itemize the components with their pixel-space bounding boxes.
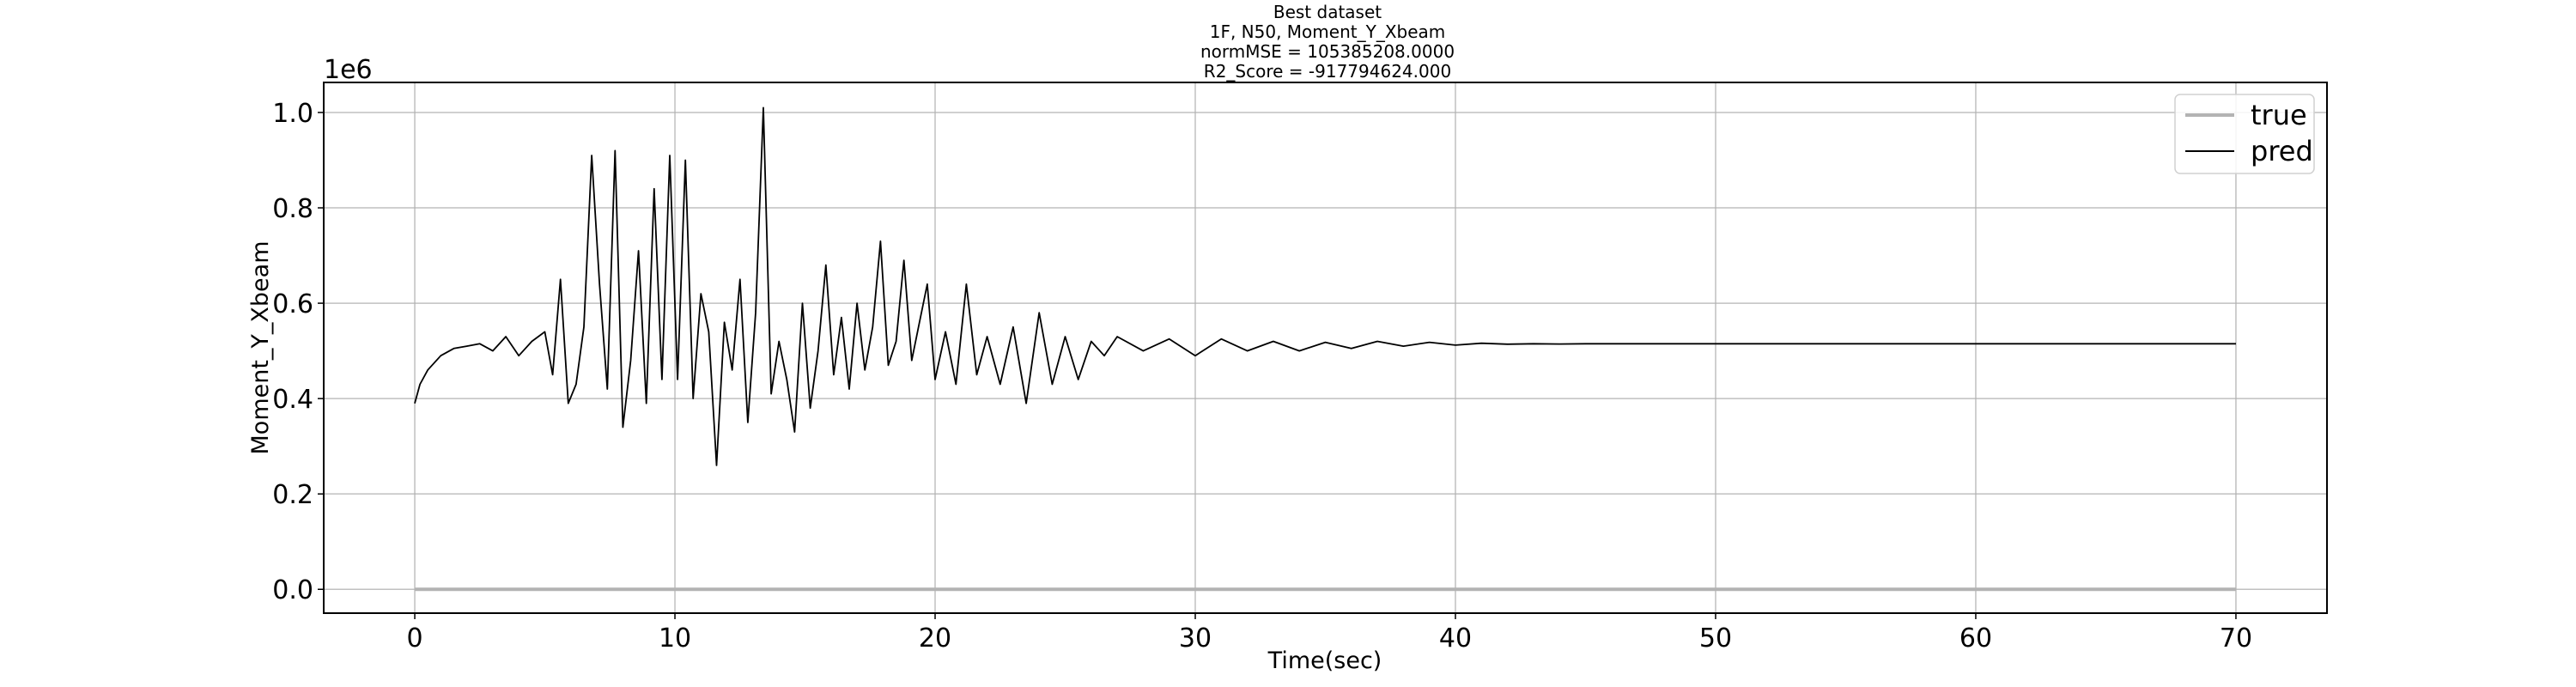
x-tick-label: 40 xyxy=(1439,623,1472,654)
y-tick-label: 0.8 xyxy=(272,194,313,224)
x-tick-label: 60 xyxy=(1959,623,1992,654)
legend-label-true: true xyxy=(2251,99,2307,131)
x-tick-label: 20 xyxy=(919,623,951,654)
x-axis-label: Time(sec) xyxy=(1267,647,1382,674)
chart-title-line-4: R2_Score = -917794624.000 xyxy=(1204,61,1451,82)
chart-title-line-1: Best dataset xyxy=(1273,2,1382,22)
y-tick-label: 0.2 xyxy=(272,480,313,510)
x-tick-label: 50 xyxy=(1699,623,1732,654)
y-tick-label: 0.0 xyxy=(272,575,313,605)
grid xyxy=(324,82,2327,613)
y-axis: 0.0 0.2 0.4 0.6 0.8 1.0 xyxy=(272,99,324,605)
x-axis: 0 10 20 30 40 50 60 70 xyxy=(406,613,2252,654)
legend: true pred xyxy=(2174,94,2315,174)
chart-title: Best dataset 1F, N50, Moment_Y_Xbeam nor… xyxy=(1200,2,1455,82)
legend-label-pred: pred xyxy=(2251,135,2313,167)
x-tick-label: 10 xyxy=(659,623,691,654)
chart-title-line-2: 1F, N50, Moment_Y_Xbeam xyxy=(1210,21,1446,42)
y-scale-label: 1e6 xyxy=(324,55,373,85)
chart-title-line-3: normMSE = 105385208.0000 xyxy=(1200,41,1455,62)
y-tick-label: 0.4 xyxy=(272,385,313,415)
plot-area xyxy=(414,106,2236,592)
axes-frame xyxy=(323,82,2328,614)
x-tick-label: 30 xyxy=(1179,623,1212,654)
x-tick-label: 0 xyxy=(406,623,422,654)
y-axis-label: Moment_Y_Xbeam xyxy=(247,240,274,454)
x-tick-label: 70 xyxy=(2220,623,2252,654)
y-tick-label: 0.6 xyxy=(272,289,313,319)
y-tick-label: 1.0 xyxy=(272,99,313,129)
series-line-pred xyxy=(414,106,2236,466)
